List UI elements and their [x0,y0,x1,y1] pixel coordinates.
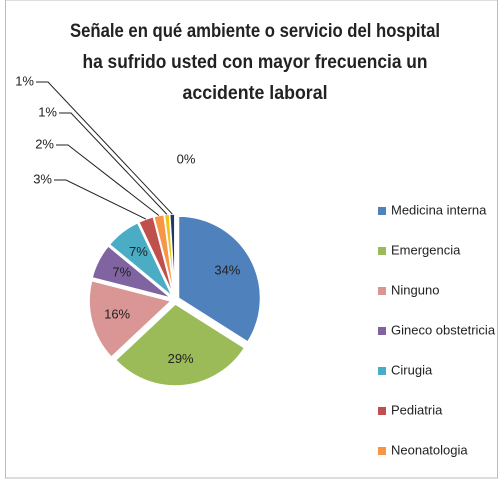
legend-label: Cirugia [391,362,433,377]
data-label: 3% [33,171,52,186]
data-label: 0% [177,151,196,166]
legend-label: Medicina interna [391,202,487,217]
chart-title: Señale en qué ambiente o servicio del ho… [70,21,440,42]
data-label: 2% [35,136,54,151]
legend-swatch [378,407,386,415]
legend-swatch [378,207,386,215]
chart-title: accidente laboral [183,83,328,104]
pie-slice [108,221,174,298]
legend-label: Neonatologia [391,442,468,457]
pie-slice [177,215,262,344]
data-label: 1% [15,73,34,88]
legend-swatch [378,367,386,375]
leader-line [36,81,173,215]
leader-line [54,179,147,220]
pie-slice [91,244,172,299]
data-label: 1% [38,104,57,119]
data-label: 16% [104,306,130,321]
leader-line [59,112,168,215]
leader-line [56,144,160,216]
legend-label: Pediatria [391,402,443,417]
data-label: 29% [168,351,194,366]
legend-label: Gineco obstetricia [391,322,496,337]
pie-slice [114,303,246,387]
data-label: 7% [129,244,148,259]
legend-swatch [378,327,386,335]
pie-slice [88,279,173,359]
legend-label: Emergencia [391,242,461,257]
data-label: 7% [112,264,131,279]
legend-swatch [378,287,386,295]
chart-title: ha sufrido usted con mayor frecuencia un [83,52,428,73]
legend-swatch [378,247,386,255]
legend-swatch [378,447,386,455]
legend-label: Ninguno [391,282,439,297]
data-label: 34% [214,263,240,278]
